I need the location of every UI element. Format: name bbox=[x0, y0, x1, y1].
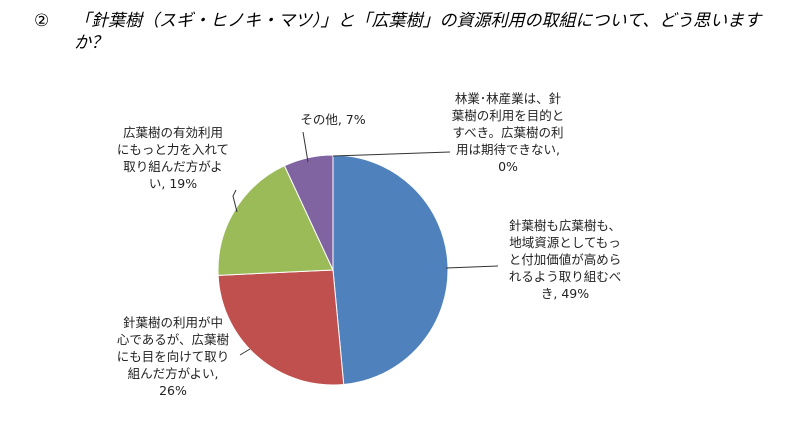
data-label-3-line-3: い, 19% bbox=[149, 176, 197, 191]
data-label-2-line-1: 心であるが、広葉樹 bbox=[117, 332, 229, 347]
data-label-0-line-1: 葉樹の利用を目的と bbox=[452, 108, 565, 123]
pie-slice-1 bbox=[332, 154, 449, 386]
data-label-1-line-1: 地域資源としてもっ bbox=[509, 235, 621, 250]
data-label-3-line-1: にもっと力を入れて bbox=[117, 142, 229, 157]
data-label-0: 林業･林産業は、針葉樹の利用を目的とすべき。広葉樹の利用は期待できない, 0% bbox=[452, 91, 565, 174]
data-label-0-line-2: すべき。広葉樹の利 bbox=[452, 125, 563, 140]
data-label-2: 針葉樹の利用が中心であるが、広葉樹にも目を向けて取り組んだ方がよい, 26% bbox=[117, 315, 230, 398]
data-label-2-line-0: 針葉樹の利用が中 bbox=[123, 315, 223, 330]
leader-line-4 bbox=[302, 131, 309, 163]
question-text: 「針葉樹（スギ・ヒノキ・マツ）」と「広葉樹」の資源利用の取組について、どう思いま… bbox=[74, 11, 762, 53]
leader-line-3 bbox=[232, 189, 238, 213]
data-label-1-line-2: と付加価値が高めら bbox=[509, 252, 622, 267]
pie-slice-4 bbox=[283, 154, 334, 271]
data-label-3: 広葉樹の有効利用にもっと力を入れて取り組んだ方がよい, 19% bbox=[117, 125, 229, 191]
leader-line-2 bbox=[239, 348, 251, 356]
data-label-2-line-2: にも目を向けて取り bbox=[117, 349, 230, 364]
data-label-1-line-3: れるよう取り組むべ bbox=[509, 269, 622, 284]
data-label-0-line-4: 0% bbox=[498, 159, 518, 174]
question-number: ② bbox=[34, 11, 50, 31]
pie-slice-2 bbox=[217, 269, 345, 386]
pie-slice-3 bbox=[217, 165, 334, 276]
data-label-1: 針葉樹も広葉樹も、地域資源としてもっと付加価値が高められるよう取り組むべき, 4… bbox=[509, 218, 622, 301]
data-label-4: その他, 7% bbox=[300, 112, 365, 127]
data-label-4-line-0: その他, 7% bbox=[300, 112, 365, 127]
data-label-2-line-3: 組んだ方がよい, bbox=[128, 366, 219, 381]
data-label-1-line-4: き, 49% bbox=[541, 286, 589, 301]
data-label-0-line-0: 林業･林産業は、針 bbox=[455, 91, 562, 106]
leader-line-1 bbox=[445, 265, 499, 269]
data-label-3-line-2: 取り組んだ方がよ bbox=[123, 159, 222, 174]
data-label-2-line-4: 26% bbox=[159, 383, 187, 398]
data-label-3-line-0: 広葉樹の有効利用 bbox=[123, 125, 223, 140]
data-label-0-line-3: 用は期待できない, bbox=[456, 142, 560, 157]
data-label-1-line-0: 針葉樹も広葉樹も、 bbox=[509, 218, 621, 233]
leader-line-0 bbox=[332, 151, 451, 157]
